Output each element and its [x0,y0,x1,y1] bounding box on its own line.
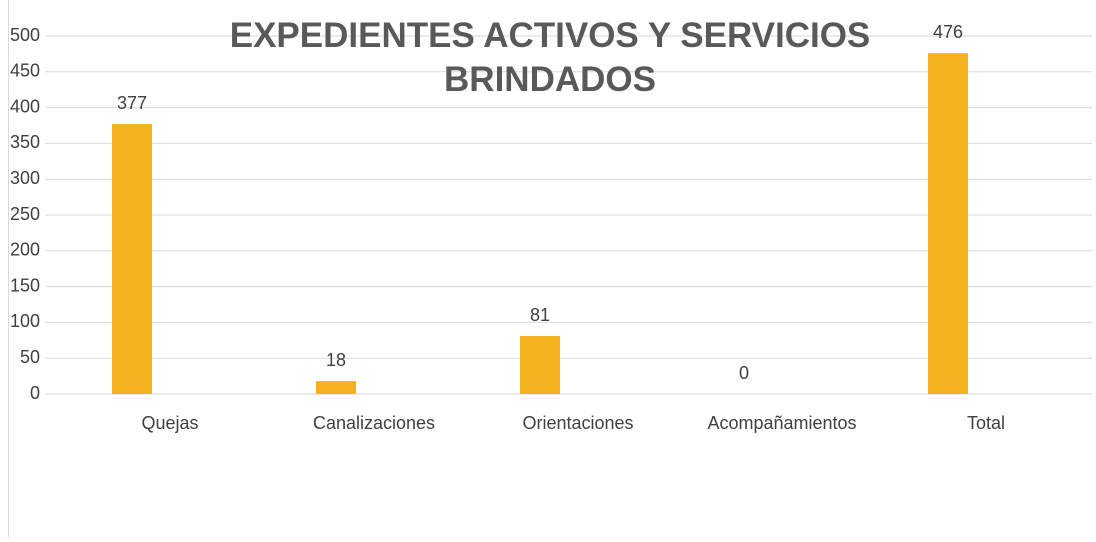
y-tick-label: 150 [10,275,40,295]
x-tick-label: Acompañamientos [707,413,856,433]
data-label: 0 [739,363,749,383]
y-tick-label: 50 [20,347,40,367]
x-tick-label: Total [967,413,1005,433]
bar [112,124,152,395]
y-tick-label: 350 [10,132,40,152]
y-tick-label: 300 [10,168,40,188]
y-tick-label: 500 [10,25,40,45]
x-tick-label: Canalizaciones [313,413,435,433]
bar [316,381,356,394]
y-tick-label: 400 [10,96,40,116]
y-tick-label: 450 [10,61,40,81]
x-tick-label: Orientaciones [522,413,633,433]
chart-title: EXPEDIENTES ACTIVOS Y SERVICIOS BRINDADO… [229,16,871,99]
data-label: 377 [117,93,147,113]
data-label: 18 [326,350,346,370]
bar [928,53,968,395]
data-label: 476 [933,22,963,42]
bar [520,336,560,394]
y-tick-label: 0 [30,383,40,403]
y-tick-label: 100 [10,311,40,331]
x-tick-label: Quejas [141,413,198,433]
data-label: 81 [530,305,550,325]
y-tick-label: 250 [10,204,40,224]
y-tick-label: 200 [10,240,40,260]
